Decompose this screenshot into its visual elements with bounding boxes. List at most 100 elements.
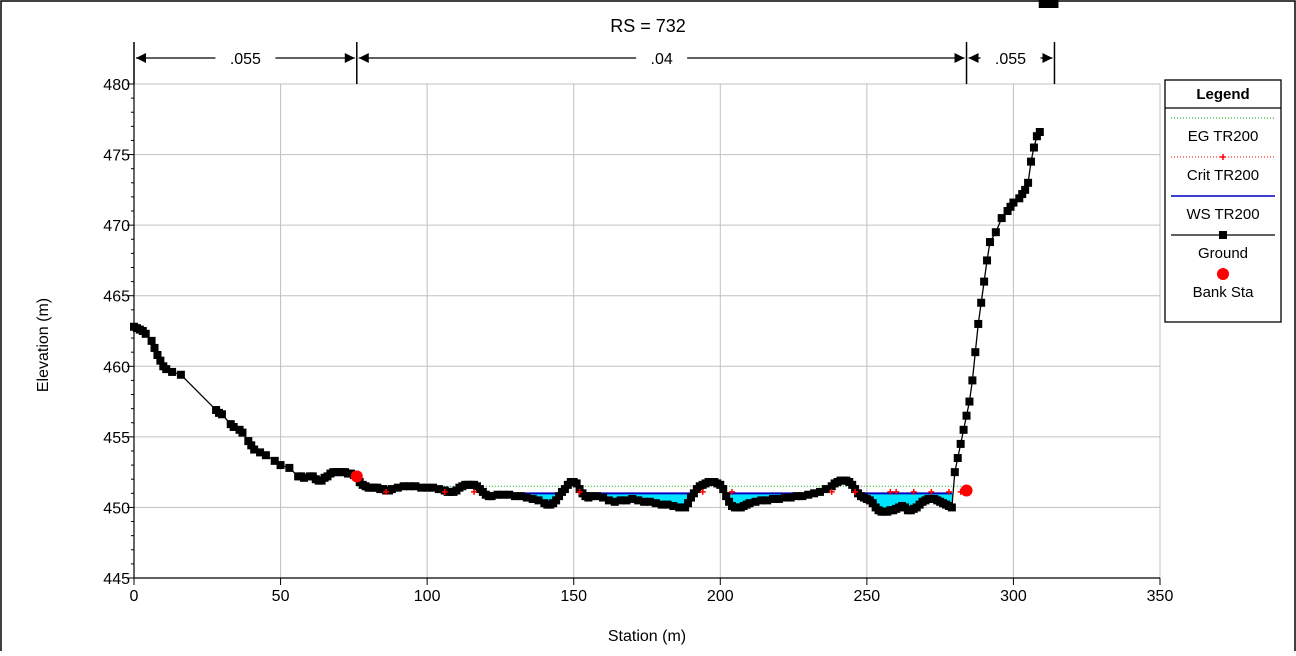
ground-point — [1024, 178, 1033, 187]
ground-point — [980, 277, 989, 286]
ground-point — [985, 238, 994, 247]
n-arrowhead-left — [136, 53, 146, 63]
legend-bank-marker — [1217, 268, 1229, 280]
crit-point — [383, 488, 390, 495]
bank-station-point — [960, 484, 973, 497]
ground-point — [634, 496, 643, 505]
ground-point — [686, 493, 695, 502]
ground-point — [669, 502, 678, 511]
ground-point — [505, 490, 514, 499]
crit-point — [441, 488, 448, 495]
n-arrowhead-right — [344, 53, 355, 63]
ground-point — [821, 485, 830, 494]
ground-point — [417, 483, 426, 492]
ground-point — [156, 356, 165, 365]
y-tick-label: 455 — [103, 430, 130, 447]
legend: Legend EG TR200 Crit TR200 WS TR200 Ground Ba… — [1164, 79, 1282, 323]
ground-point — [968, 376, 977, 385]
ground-point — [552, 496, 561, 505]
ground-point — [1050, 0, 1059, 8]
ground-point — [405, 482, 414, 491]
ground-point — [622, 496, 631, 505]
x-tick-label: 350 — [1147, 588, 1174, 605]
ground-point — [774, 494, 783, 503]
y-tick-label: 470 — [103, 218, 130, 235]
ground-point — [1032, 132, 1041, 141]
crit-point — [887, 488, 894, 495]
ground-point — [792, 492, 801, 501]
x-tick-label: 300 — [1000, 588, 1027, 605]
ground-point — [168, 367, 177, 376]
ground-point — [429, 483, 438, 492]
ground-point — [1021, 185, 1030, 194]
ground-point — [804, 490, 813, 499]
ground-point — [250, 445, 259, 454]
crit-point — [910, 488, 917, 495]
n-values-layer: .055 .04 .055 — [133, 42, 1056, 84]
ground-point — [261, 451, 270, 460]
legend-ground-marker — [1219, 231, 1227, 239]
y-tick-label: 475 — [103, 148, 130, 165]
ground-point — [974, 319, 983, 328]
x-axis-title: Station (m) — [608, 628, 686, 645]
ground-point — [798, 492, 807, 501]
ground-point — [247, 441, 256, 450]
ground-point — [604, 496, 613, 505]
legend-item-label: Crit TR200 — [1187, 167, 1259, 184]
ground-point — [689, 489, 698, 498]
ground-point — [997, 214, 1006, 223]
ground-point — [572, 479, 581, 488]
ground-point — [141, 329, 150, 338]
ground-point — [977, 298, 986, 307]
crit-point — [928, 488, 935, 495]
y-tick-label: 465 — [103, 289, 130, 306]
ground-point — [1003, 207, 1012, 216]
ground-point — [640, 497, 649, 506]
ground-point — [725, 497, 734, 506]
bank-station-point — [350, 470, 363, 483]
ground-point — [956, 439, 965, 448]
ground-point — [769, 494, 778, 503]
ground-point — [780, 493, 789, 502]
ground-point — [1029, 143, 1038, 152]
ground-point — [991, 228, 1000, 237]
ground-point — [487, 492, 496, 501]
ground-point — [434, 485, 443, 494]
ground-point — [610, 497, 619, 506]
ground-point — [815, 487, 824, 496]
crit-point — [852, 488, 859, 495]
ground-point — [763, 496, 772, 505]
ground-point — [217, 410, 226, 419]
ground-point — [1009, 198, 1018, 207]
ground-point — [722, 492, 731, 501]
ground-point — [947, 503, 956, 512]
ground-point — [555, 492, 564, 501]
ground-point — [965, 397, 974, 406]
ground-point — [270, 456, 279, 465]
ground-point — [411, 482, 420, 491]
ground-point — [663, 500, 672, 509]
legend-box — [1164, 79, 1282, 323]
ground-point — [176, 370, 185, 379]
ground-point — [153, 350, 162, 359]
x-tick-label: 50 — [272, 588, 290, 605]
ground-point — [150, 343, 159, 352]
ground-point — [719, 485, 728, 494]
ground-point — [238, 428, 247, 437]
ground-point — [399, 482, 408, 491]
crit-point — [729, 488, 736, 495]
x-tick-label: 150 — [560, 588, 587, 605]
n-arrowhead-left — [358, 53, 369, 63]
ground-point — [300, 473, 309, 482]
ground-point — [757, 496, 766, 505]
ground-point — [499, 490, 508, 499]
mark-layer — [130, 0, 1059, 516]
x-tick-label: 200 — [707, 588, 734, 605]
grid-layer — [133, 83, 1161, 579]
legend-item-label: EG TR200 — [1188, 128, 1259, 145]
ground-point — [1018, 190, 1027, 199]
legend-crit-plus — [1220, 154, 1226, 160]
ground-point — [511, 492, 520, 501]
ground-point — [147, 336, 156, 345]
